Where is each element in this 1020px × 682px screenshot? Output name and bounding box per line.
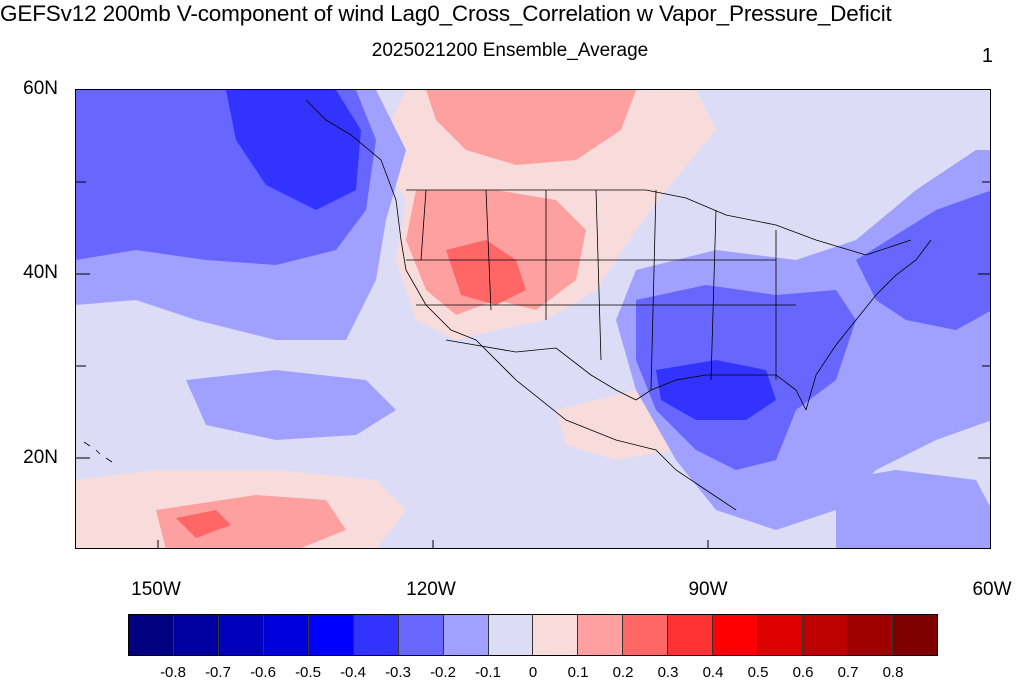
colorbar-label-8: 0 [528, 664, 538, 681]
colorbar-swatch-9 [533, 615, 579, 655]
negative-region-atlantic [856, 190, 990, 330]
positive-region-rockies-core [446, 240, 526, 305]
map-title: GEFSv12 200mb V-component of wind Lag0_C… [0, 1, 892, 26]
colorbar-swatch-5 [353, 615, 399, 655]
colorbar-swatch-13 [713, 615, 759, 655]
colorbar-label-7: -0.1 [475, 664, 501, 681]
lon-label-90w: 90W [688, 579, 728, 600]
lon-label-150w: 150W [131, 579, 181, 600]
colorbar-swatch-16 [848, 615, 893, 655]
colorbar-swatch-3 [263, 615, 309, 655]
negative-region-gulf-alaska-core [226, 90, 361, 210]
colorbar [128, 614, 938, 656]
colorbar-swatch-10 [578, 615, 624, 655]
east-coast [805, 239, 932, 411]
us-canada-border [406, 189, 912, 256]
positive-region-north-atlantic [796, 90, 990, 160]
panel-number: 1 [981, 45, 993, 67]
negative-region-central-pacific [186, 370, 396, 440]
colorbar-swatch-0 [129, 615, 174, 655]
colorbar-swatch-11 [623, 615, 669, 655]
colorbar-swatch-12 [668, 615, 714, 655]
colorbar-label-1: -0.7 [205, 664, 231, 681]
frame-ticks [76, 181, 990, 548]
colorbar-swatch-14 [758, 615, 804, 655]
correlation-map [75, 89, 991, 549]
mexico-coast [475, 339, 737, 511]
us-mexico-border [445, 339, 637, 401]
state-grid-west [420, 189, 602, 361]
gulf-coast [635, 374, 807, 411]
colorbar-swatch-7 [443, 615, 489, 655]
map-subtitle: 2025021200 Ensemble_Average [371, 40, 649, 61]
colorbar-label-14: 0.6 [792, 664, 814, 681]
colorbar-label-11: 0.3 [657, 664, 679, 681]
colorbar-label-12: 0.4 [702, 664, 724, 681]
lon-label-120w: 120W [406, 579, 456, 600]
positive-region-subtropical-core [176, 510, 231, 538]
colorbar-swatch-6 [398, 615, 444, 655]
colorbar-label-0: -0.8 [160, 664, 186, 681]
colorbar-label-13: 0.5 [747, 664, 769, 681]
colorbar-label-16: 0.8 [882, 664, 904, 681]
hawaii-islands [83, 441, 113, 463]
colorbar-label-10: 0.2 [612, 664, 634, 681]
colorbar-label-2: -0.6 [250, 664, 276, 681]
lat-label-60n: 60N [23, 78, 58, 99]
state-grid-central [406, 189, 796, 391]
map-canvas [76, 90, 990, 548]
colorbar-swatch-2 [218, 615, 264, 655]
positive-region-canada [426, 90, 636, 165]
colorbar-swatch-15 [803, 615, 848, 655]
colorbar-label-3: -0.5 [295, 664, 321, 681]
lon-label-60w: 60W [972, 579, 1012, 600]
colorbar-swatch-4 [308, 615, 354, 655]
colorbar-label-5: -0.3 [385, 664, 411, 681]
negative-region-caribbean [836, 470, 990, 548]
lat-label-20n: 20N [23, 447, 58, 468]
colorbar-label-9: 0.1 [567, 664, 589, 681]
colorbar-swatch-8 [488, 615, 534, 655]
colorbar-swatch-1 [173, 615, 219, 655]
colorbar-label-4: -0.4 [340, 664, 366, 681]
lat-label-40n: 40N [23, 262, 58, 283]
west-coast-line [305, 99, 477, 341]
colorbar-label-6: -0.2 [430, 664, 456, 681]
map-boundaries [83, 99, 932, 511]
colorbar-swatch-17 [892, 615, 937, 655]
colorbar-label-15: 0.7 [837, 664, 859, 681]
